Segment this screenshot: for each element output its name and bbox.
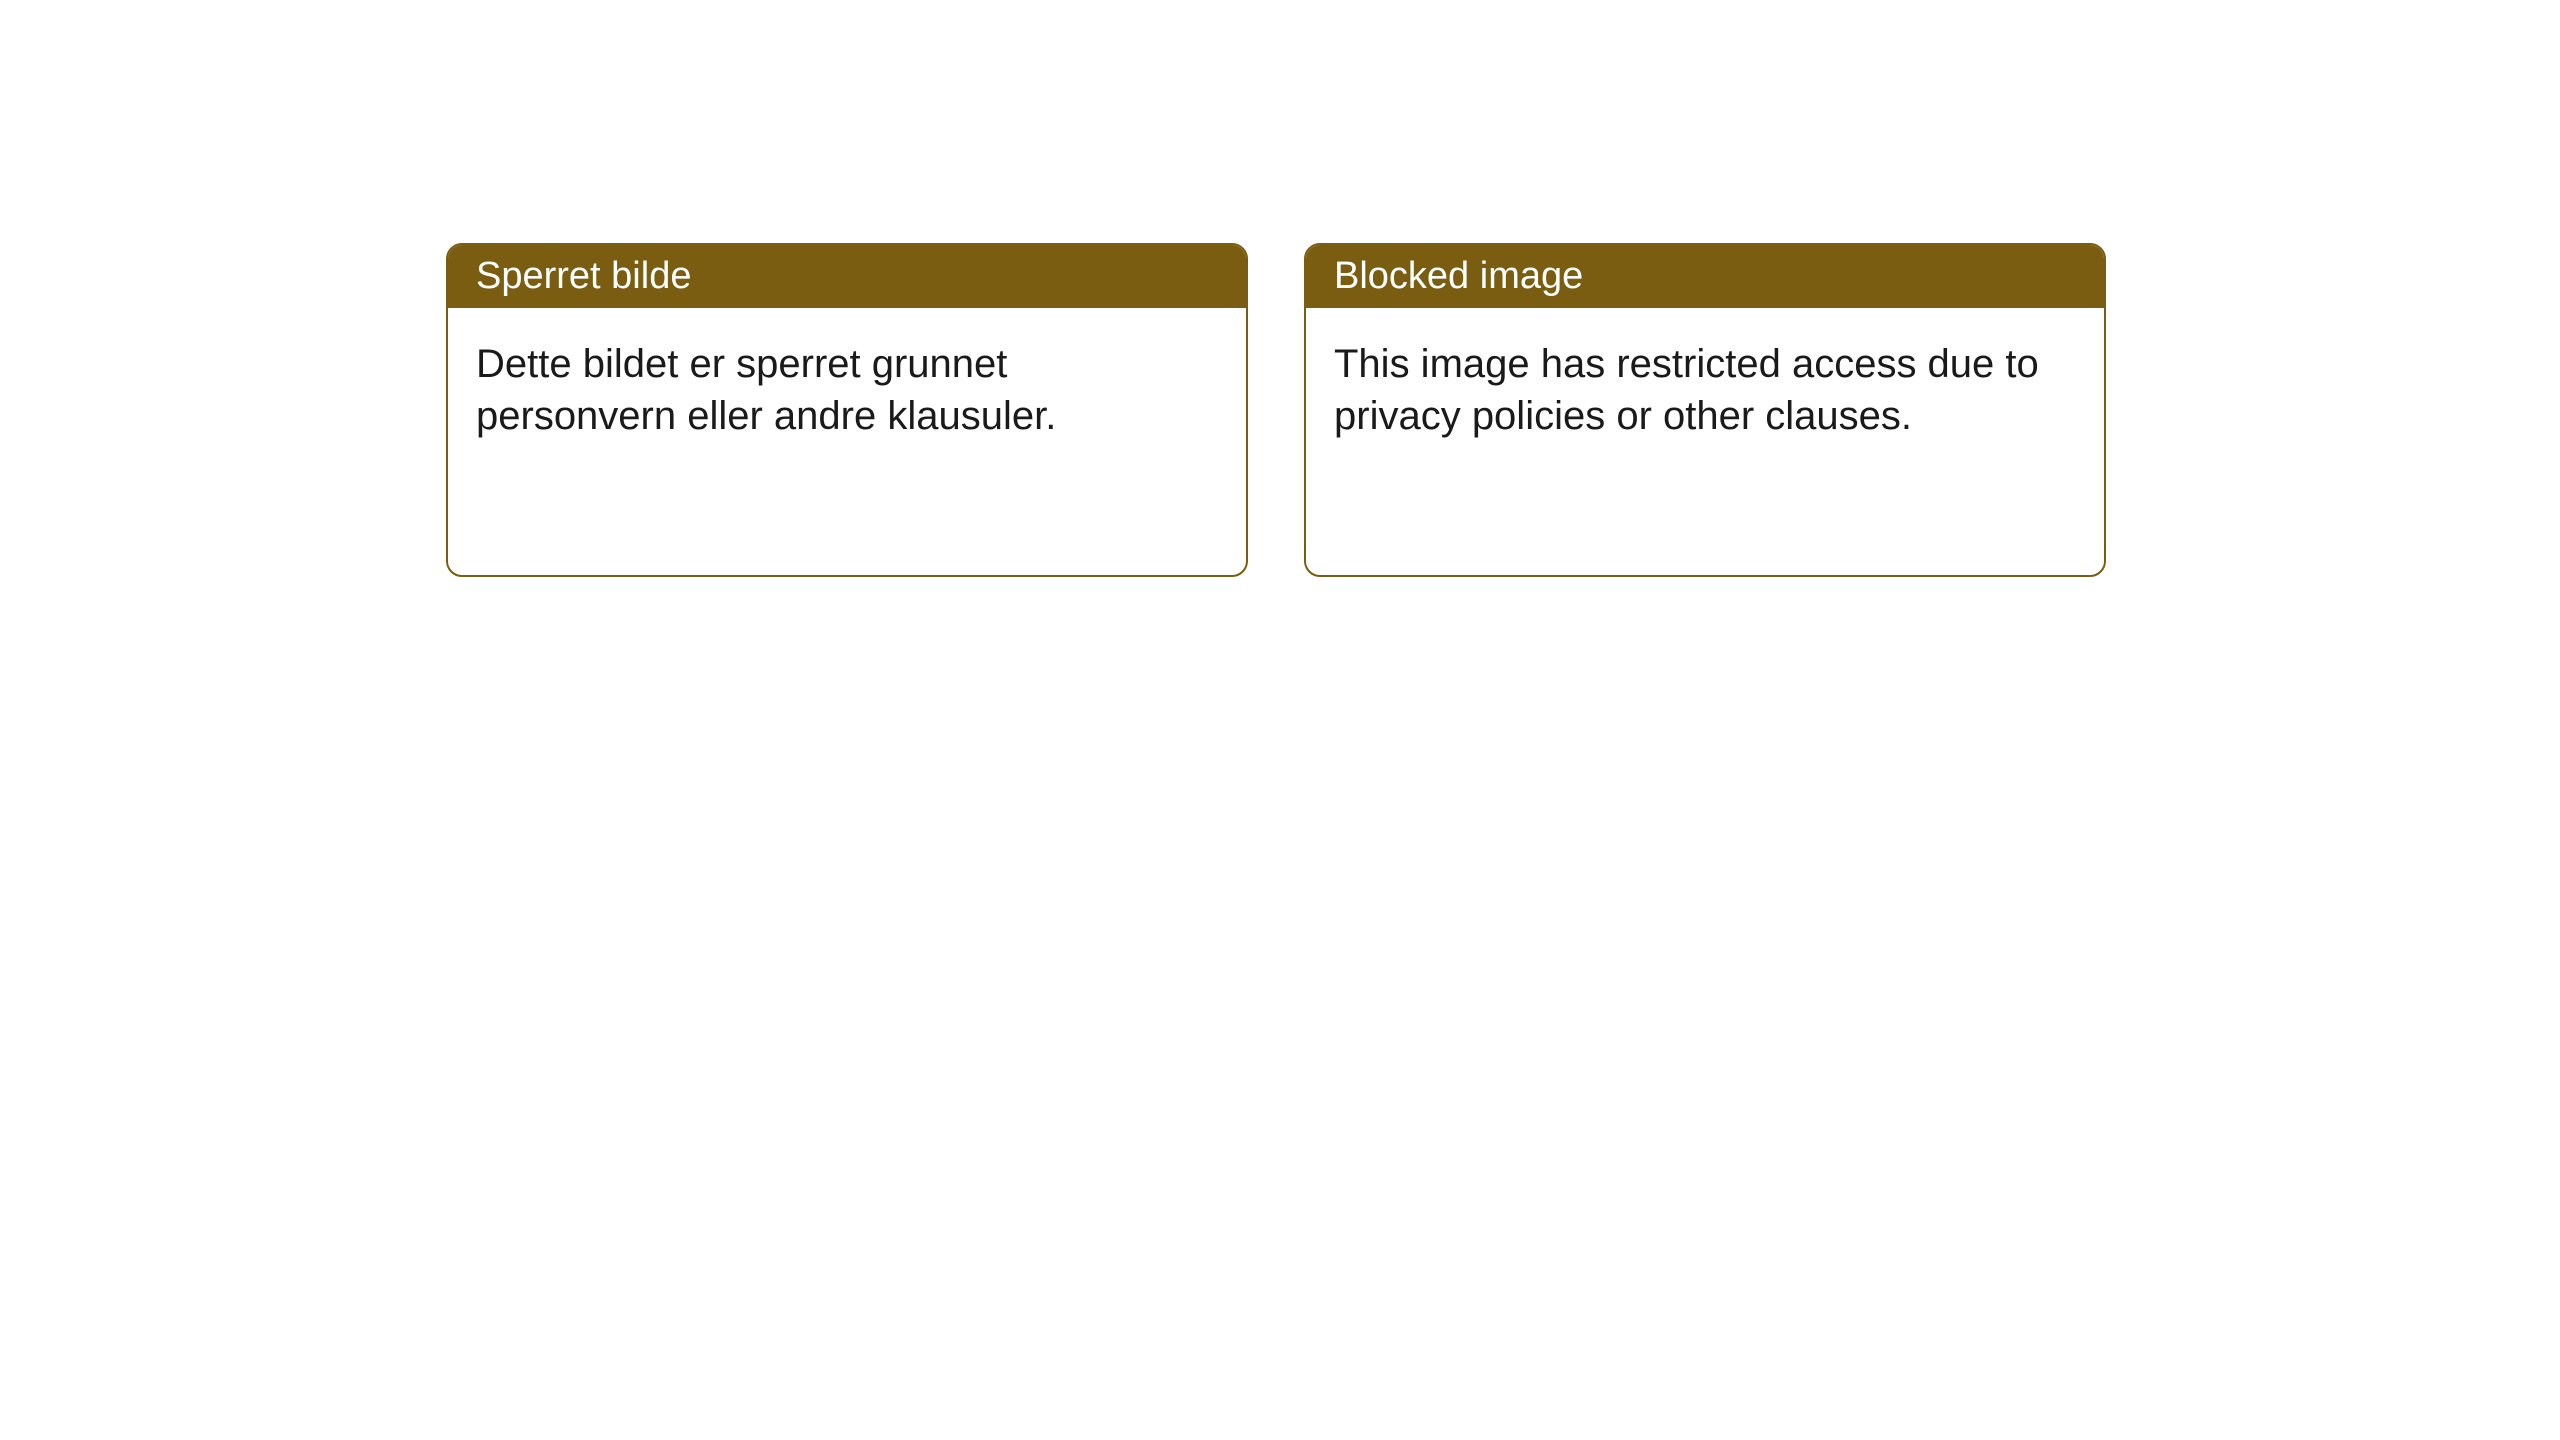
notice-title: Sperret bilde [476,255,691,297]
notice-card-english: Blocked image This image has restricted … [1304,243,2106,577]
notice-header: Blocked image [1306,245,2104,308]
notice-title: Blocked image [1334,255,1583,297]
notice-body-text: Dette bildet er sperret grunnet personve… [476,342,1056,438]
notice-container: Sperret bilde Dette bildet er sperret gr… [446,243,2106,577]
notice-body-text: This image has restricted access due to … [1334,342,2039,438]
notice-card-norwegian: Sperret bilde Dette bildet er sperret gr… [446,243,1248,577]
notice-body: Dette bildet er sperret grunnet personve… [448,308,1246,472]
notice-body: This image has restricted access due to … [1306,308,2104,472]
notice-header: Sperret bilde [448,245,1246,308]
